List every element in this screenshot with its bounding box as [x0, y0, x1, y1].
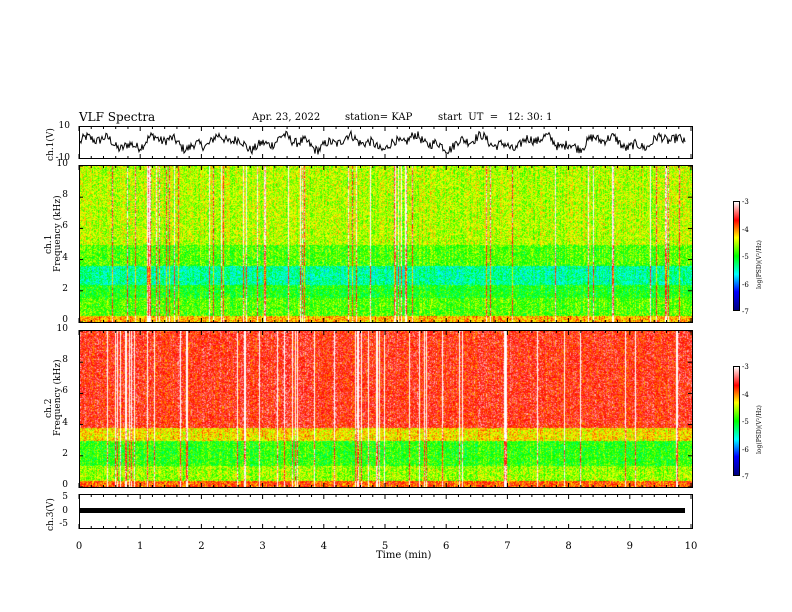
colorbar-tick-label: -7: [742, 308, 749, 316]
x-tick-label: 3: [259, 541, 266, 552]
waveform-line: [80, 508, 685, 513]
start-time-label: start UT = 12: 30: 1: [438, 112, 553, 123]
colorbar-tick-label: -6: [742, 445, 749, 454]
colorbar-tick-label: -3: [742, 198, 749, 206]
x-tick-label: 1: [137, 541, 144, 552]
ch1-spectrogram-panel: [79, 165, 693, 323]
colorbar-tick-label: -3: [742, 363, 749, 371]
frequency-tick-label: 2: [62, 283, 68, 294]
x-tick-label: 0: [75, 541, 83, 552]
colorbar-tick-label: -5: [742, 253, 749, 261]
date-label: Apr. 23, 2022: [252, 112, 321, 123]
ch3-tick-label: -5: [59, 519, 68, 529]
colorbar-tick-label: -7: [742, 473, 749, 481]
colorbar-tick-label: -6: [742, 280, 749, 289]
frequency-tick-label: 0: [62, 480, 68, 490]
ch1-colorbar: [733, 201, 740, 311]
ch1-colorbar-title: log(PSD)(V²/Hz): [756, 240, 763, 289]
ch1-ytick-bottom: -10: [55, 153, 71, 163]
ch1-waveform-trace: [80, 129, 686, 156]
x-tick-label: 6: [443, 541, 450, 552]
frequency-tick-label: 2: [62, 448, 68, 459]
x-tick-label: 2: [198, 541, 205, 552]
x-tick-label: 4: [320, 541, 327, 552]
x-tick-label: 7: [504, 541, 511, 552]
ch1-waveform-panel: [79, 126, 693, 159]
colorbar-tick-label: -4: [742, 390, 749, 399]
ch2-colorbar-title: log(PSD)(V²/Hz): [756, 405, 763, 454]
x-tick-label: 9: [626, 541, 633, 552]
frequency-tick-label: 8: [62, 190, 68, 201]
frequency-tick-label: 0: [62, 315, 68, 325]
colorbar-tick-label: -5: [742, 418, 749, 426]
colorbar-tick-label: -4: [742, 225, 749, 234]
ch2-spectrogram-panel: [79, 330, 693, 488]
station-label: station= KAP: [345, 112, 413, 123]
ch2-spectrogram-image: [80, 331, 692, 487]
ch3-waveform-panel: [79, 494, 693, 529]
ch1-spectrogram-image: [80, 166, 692, 322]
frequency-tick-label: 10: [56, 159, 68, 169]
ch1-ytick-top: 10: [58, 121, 70, 131]
waveform-line: [80, 129, 686, 156]
frequency-tick-label: 4: [62, 252, 68, 263]
ch2-colorbar: [733, 366, 740, 476]
ch3-tick-label: 0: [62, 505, 68, 516]
ch3-tick-label: 5: [62, 492, 68, 502]
frequency-tick-label: 8: [62, 355, 68, 366]
ch3-waveform-trace: [80, 508, 685, 513]
chart-title: VLF Spectra: [79, 110, 156, 124]
frequency-tick-label: 10: [56, 324, 68, 334]
frequency-tick-label: 4: [62, 417, 68, 428]
x-tick-label: 5: [381, 541, 389, 552]
x-tick-label: 8: [565, 541, 572, 552]
frequency-tick-label: 6: [62, 386, 68, 397]
x-axis-title: Time (min): [376, 550, 432, 561]
frequency-tick-label: 6: [62, 221, 68, 232]
x-tick-label: 10: [684, 541, 698, 552]
